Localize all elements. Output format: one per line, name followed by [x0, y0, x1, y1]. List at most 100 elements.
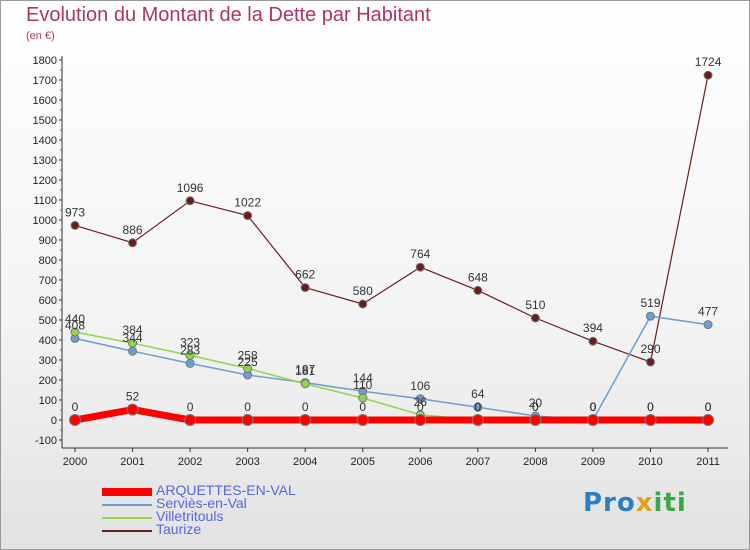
x-tick-label: 2005: [351, 456, 375, 468]
data-point: [71, 221, 79, 229]
data-label: 0: [302, 400, 309, 414]
data-label: 510: [525, 298, 545, 312]
logo-part-2: x: [635, 488, 654, 518]
data-label: 323: [180, 335, 200, 349]
data-point: [359, 394, 367, 402]
data-label: 0: [590, 400, 597, 414]
y-tick-label: 400: [39, 335, 57, 347]
data-label: 187: [295, 363, 315, 377]
legend-swatch-arquettes: [102, 488, 152, 496]
data-label: 519: [640, 296, 660, 310]
data-point: [704, 71, 712, 79]
data-label: 0: [590, 400, 597, 414]
x-tick-label: 2004: [293, 456, 317, 468]
y-tick-label: 200: [39, 375, 57, 387]
data-label: 0: [359, 400, 366, 414]
data-point: [71, 328, 79, 336]
data-label: 0: [72, 400, 79, 414]
chart-subtitle: (en €): [26, 30, 55, 42]
data-label: 52: [126, 390, 140, 404]
data-point: [416, 395, 424, 403]
data-point: [474, 403, 482, 411]
data-point: [186, 197, 194, 205]
data-label: 477: [698, 305, 718, 319]
data-label: 408: [65, 318, 85, 332]
data-label: 384: [123, 323, 143, 337]
data-point: [704, 321, 712, 329]
series-line: [74, 331, 709, 421]
data-label: 26: [414, 395, 428, 409]
data-label: 258: [238, 348, 258, 362]
x-tick-label: 2001: [120, 456, 144, 468]
data-label: 973: [65, 205, 85, 219]
data-label: 764: [410, 247, 430, 261]
data-label: 64: [471, 387, 485, 401]
data-point: [359, 387, 367, 395]
data-label: 0: [532, 400, 539, 414]
y-tick-label: 600: [39, 295, 57, 307]
y-tick-label: 1500: [33, 115, 57, 127]
data-label: 440: [65, 312, 85, 326]
y-tick-label: 1800: [33, 55, 57, 67]
data-label: 648: [468, 270, 488, 284]
data-label: 0: [705, 400, 712, 414]
data-label: 0: [647, 400, 654, 414]
data-point: [474, 286, 482, 294]
data-point: [244, 371, 252, 379]
y-tick-label: 1700: [33, 75, 57, 87]
chart-title: Evolution du Montant de la Dette par Hab…: [26, 4, 431, 26]
data-label: 0: [244, 400, 251, 414]
data-label: 344: [123, 331, 143, 345]
x-tick-label: 2002: [178, 456, 202, 468]
data-point: [301, 380, 309, 388]
data-point: [357, 415, 368, 425]
data-point: [589, 337, 597, 345]
data-label: 20: [529, 396, 543, 410]
data-point: [301, 284, 309, 292]
y-tick-label: 500: [39, 315, 57, 327]
data-point: [647, 312, 654, 320]
data-point: [703, 415, 714, 425]
data-point: [244, 364, 252, 372]
y-tick-label: 1400: [33, 135, 57, 147]
data-label: 1022: [234, 196, 261, 210]
data-point: [70, 415, 80, 425]
logo-part-1: Pro: [583, 488, 636, 518]
data-point: [359, 300, 367, 308]
data-point: [185, 415, 196, 425]
x-tick-label: 2011: [696, 456, 720, 468]
x-tick-label: 2009: [581, 456, 605, 468]
data-label: 290: [640, 342, 660, 356]
legend-swatch-villetritouls: [102, 517, 152, 519]
data-point: [129, 347, 137, 355]
x-tick-label: 2007: [466, 456, 490, 468]
data-label: 144: [353, 371, 373, 385]
data-point: [71, 334, 79, 342]
data-label: 181: [295, 364, 315, 378]
data-point: [300, 415, 311, 425]
data-label: 225: [238, 355, 258, 369]
y-tick-label: 1000: [33, 215, 57, 227]
legend-label-taurize: Taurize: [156, 521, 202, 537]
data-point: [647, 358, 654, 366]
data-point: [472, 415, 483, 425]
y-tick-label: 1100: [33, 195, 57, 207]
data-point: [530, 415, 541, 425]
y-tick-label: 1600: [33, 95, 57, 107]
data-point: [129, 339, 137, 347]
y-tick-label: 800: [39, 255, 57, 267]
data-point: [587, 415, 598, 425]
data-label: 0: [475, 400, 482, 414]
data-point: [127, 404, 138, 415]
data-point: [416, 263, 424, 271]
data-point: [129, 239, 137, 247]
data-point: [415, 415, 426, 425]
data-point: [186, 359, 194, 367]
data-point: [244, 212, 252, 220]
data-label: 0: [187, 400, 194, 414]
data-label: 886: [123, 223, 143, 237]
data-label: 0: [417, 400, 424, 414]
y-tick-label: 1200: [33, 175, 57, 187]
